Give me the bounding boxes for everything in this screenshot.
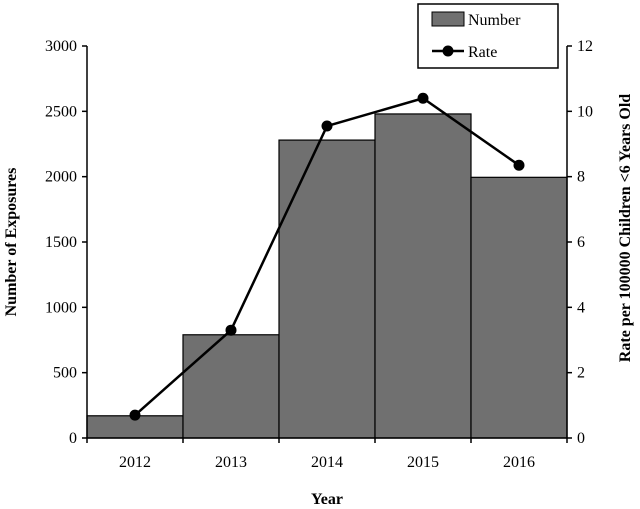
y-tick-label-2500: 2500 — [45, 103, 77, 120]
x-tick-label-2013: 2013 — [215, 454, 247, 471]
y2-tick-label-6: 6 — [577, 234, 585, 251]
y2-tick-label-10: 10 — [577, 103, 593, 120]
y-tick-label-1500: 1500 — [45, 234, 77, 251]
rate-point-2012 — [129, 409, 141, 421]
rate-point-2015 — [417, 92, 429, 104]
y-tick-label-3000: 3000 — [45, 38, 77, 55]
legend-number-label: Number — [468, 12, 521, 29]
y-tick-label-0: 0 — [69, 430, 77, 447]
y2-tick-label-4: 4 — [577, 299, 585, 316]
bar-2016 — [470, 176, 568, 439]
x-tick-label-2014: 2014 — [311, 454, 343, 471]
rate-line-layer — [129, 92, 525, 421]
y-tick-label-2000: 2000 — [45, 169, 77, 186]
rate-point-2014 — [321, 120, 333, 132]
y2-tick-label-8: 8 — [577, 169, 585, 186]
bar-2014 — [278, 139, 376, 439]
y-tick-label-1000: 1000 — [45, 299, 77, 316]
y-tick-label-500: 500 — [53, 365, 77, 382]
x-tick-label-2016: 2016 — [503, 454, 535, 471]
x-tick-label-2012: 2012 — [119, 454, 151, 471]
rate-point-2016 — [513, 159, 525, 171]
x-axis-title: Year — [311, 491, 343, 508]
ticks-layer: 0 500 1000 1500 2000 2500 3000 0 2 4 6 8 10 12 2012 201… — [45, 38, 593, 471]
legend-number-swatch — [431, 11, 465, 27]
y2-tick-label-12: 12 — [577, 38, 593, 55]
y2-tick-label-0: 0 — [577, 430, 585, 447]
x-tick-label-2015: 2015 — [407, 454, 439, 471]
legend: Number Rate — [417, 3, 559, 69]
y2-tick-label-2: 2 — [577, 365, 585, 382]
y-axis-title: Number of Exposures — [3, 168, 20, 317]
legend-rate-label: Rate — [468, 44, 497, 61]
bars-layer — [86, 113, 568, 439]
bar-2013 — [182, 334, 280, 439]
rate-point-2013 — [225, 324, 237, 336]
legend-rate-marker — [442, 45, 454, 57]
bar-2015 — [374, 113, 472, 439]
y2-axis-title: Rate per 100000 Children <6 Years Old — [617, 94, 634, 362]
